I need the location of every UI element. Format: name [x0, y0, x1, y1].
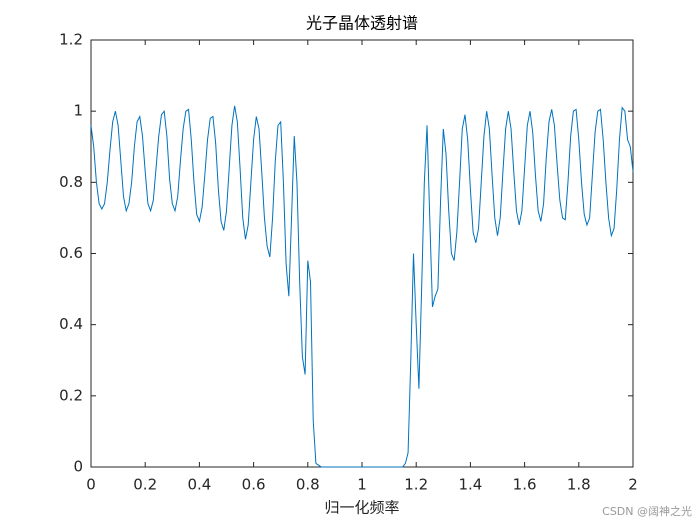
- x-tick-label: 0: [86, 476, 96, 494]
- y-tick-label: 0: [73, 458, 83, 476]
- x-tick-label: 1: [357, 476, 367, 494]
- y-tick-label: 0.8: [59, 173, 83, 191]
- x-tick-label: 2: [628, 476, 638, 494]
- axes-box: [90, 39, 634, 468]
- y-tick-label: 1: [73, 102, 83, 120]
- watermark: CSDN @阔神之光: [602, 504, 692, 518]
- x-tick-label: 1.4: [458, 476, 482, 494]
- x-tick-label: 0.4: [187, 476, 211, 494]
- x-tick-label: 0.8: [296, 476, 320, 494]
- y-tick-label: 0.4: [59, 315, 83, 333]
- x-tick-label: 1.2: [404, 476, 428, 494]
- x-tick-label: 0.2: [133, 476, 157, 494]
- x-tick-label: 1.6: [513, 476, 537, 494]
- data-line: [90, 105, 634, 468]
- x-tick-label: 1.8: [567, 476, 591, 494]
- y-tick-label: 1.2: [59, 31, 83, 49]
- y-tick-label: 0.2: [59, 386, 83, 404]
- x-tick-label: 0.6: [242, 476, 266, 494]
- y-tick-label: 0.6: [59, 244, 83, 262]
- chart-title: 光子晶体透射谱: [306, 14, 418, 33]
- x-axis-label: 归一化频率: [324, 499, 399, 517]
